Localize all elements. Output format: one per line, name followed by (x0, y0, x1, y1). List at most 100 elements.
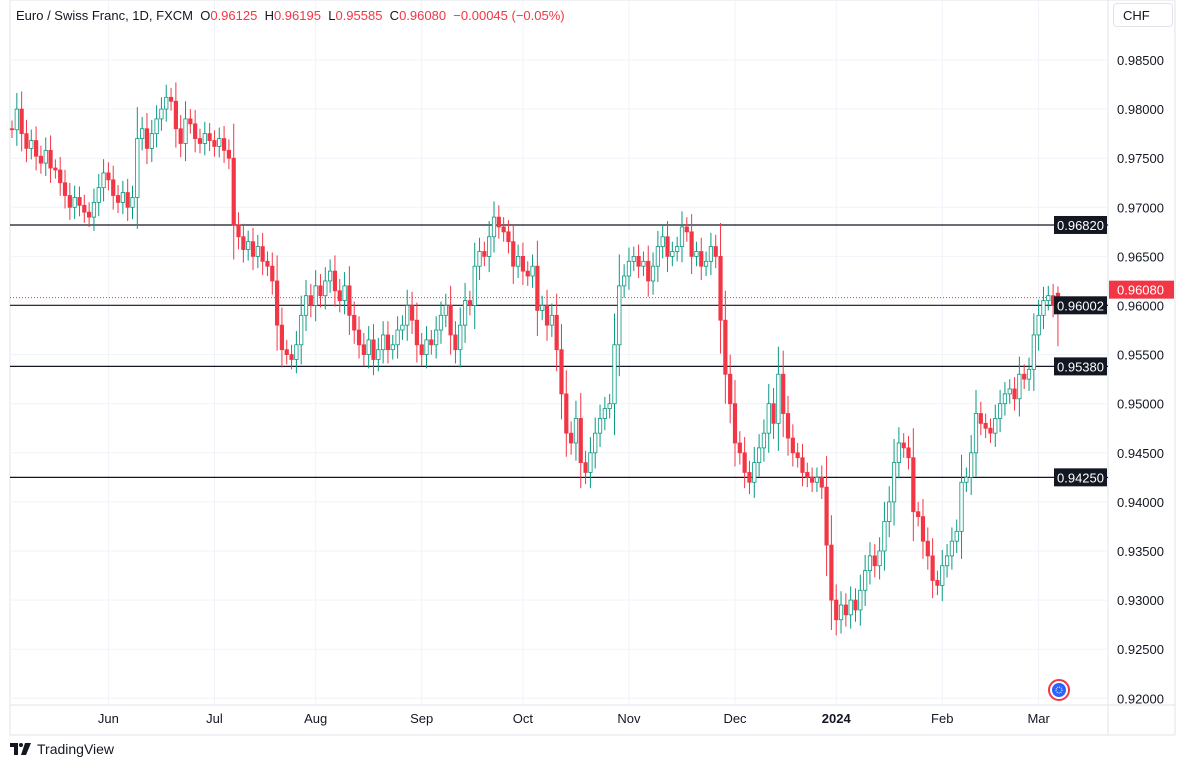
candle-body (111, 179, 116, 196)
candle-body (916, 511, 921, 518)
candle-body (646, 260, 651, 282)
candle-body (882, 521, 887, 552)
candle-body (998, 403, 1003, 419)
y-tick-label: 0.93500 (1117, 544, 1164, 559)
candle-body (843, 604, 848, 616)
candle-body (43, 149, 48, 164)
candle-body (38, 155, 44, 164)
candle-body (1036, 314, 1041, 336)
price-label-bg (1054, 215, 1107, 234)
y-tick-label: 0.97000 (1117, 200, 1164, 215)
candle-body (834, 599, 839, 621)
candle-body (771, 403, 776, 424)
candle-body (742, 452, 747, 473)
y-tick-label: 0.95000 (1117, 397, 1164, 412)
candle-body (448, 305, 453, 336)
x-tick-label: Aug (304, 711, 327, 726)
candle-body (1031, 334, 1036, 370)
candle-body (313, 285, 318, 306)
horizontal-line-label: 0.95380 (1057, 359, 1104, 374)
open-value: 0.96125 (210, 8, 258, 23)
candle-body (212, 140, 217, 147)
time-axis[interactable]: Jun Jul Aug Sep Oct Nov Dec 2024 Feb Mar (98, 711, 1051, 726)
candle-body (424, 339, 429, 355)
candle-body (72, 197, 77, 208)
candle-body (564, 393, 569, 434)
candle-body (622, 275, 627, 287)
x-tick-label: Dec (723, 711, 747, 726)
candle-body (540, 305, 545, 311)
tradingview-logo-icon[interactable] (1048, 679, 1070, 701)
candle-body (617, 285, 622, 346)
candle-body (308, 295, 313, 306)
candle-body (935, 580, 940, 586)
candle-body (901, 442, 906, 449)
candle-body (911, 457, 916, 513)
candle-body (270, 265, 275, 282)
y-tick-label: 0.96500 (1117, 249, 1164, 264)
candle-body (944, 555, 950, 567)
x-tick-label: Mar (1027, 711, 1050, 726)
candle-body (858, 589, 863, 611)
candle-body (641, 260, 646, 267)
candle-body (91, 201, 97, 218)
x-tick-label: Oct (513, 711, 534, 726)
candle-body (226, 149, 231, 159)
candle-body (1022, 373, 1027, 380)
candle-body (819, 476, 824, 488)
candle-body (434, 329, 439, 346)
candle-body (781, 373, 786, 414)
candle-body (554, 314, 559, 351)
candle-body (53, 167, 58, 171)
candle-body (1046, 295, 1051, 301)
candle-body (96, 187, 101, 203)
candle-body (988, 427, 993, 434)
change-value: −0.00045 (−0.05%) (453, 8, 565, 23)
candle-body (496, 216, 501, 228)
candle-body (323, 280, 328, 297)
candle-body (525, 270, 530, 277)
candle-body (135, 138, 140, 198)
candle-body (891, 462, 897, 503)
candle-body (805, 472, 810, 478)
candle-body (549, 314, 554, 326)
high-label: H (264, 8, 274, 23)
candle-body (559, 349, 564, 395)
candle-body (154, 118, 159, 135)
candle-body (925, 540, 930, 557)
candle-body (279, 324, 285, 351)
price-axis[interactable]: 0.92000 0.92500 0.93000 0.93500 0.94000 0.945… (1117, 53, 1164, 706)
open-label: O (200, 8, 211, 23)
y-tick-label: 0.97500 (1117, 151, 1164, 166)
candle-body (602, 408, 607, 419)
candle-body (284, 349, 289, 356)
candle-body (520, 255, 526, 272)
candle-body (713, 246, 718, 257)
candle-body (178, 128, 183, 144)
candle-body (82, 204, 87, 213)
candle-body (877, 550, 882, 567)
candle-body (993, 418, 998, 434)
candle-body (193, 123, 198, 139)
candle-body (814, 476, 820, 483)
candle-body (477, 251, 482, 267)
candle-body (969, 452, 974, 478)
horizontal-line-label: 0.94250 (1057, 470, 1104, 485)
candle-body (650, 265, 656, 282)
candle-body (607, 403, 612, 410)
candle-body (376, 349, 381, 360)
candle-body (332, 270, 338, 292)
candle-body (62, 182, 68, 196)
horizontal-line-label: 0.96002 (1057, 298, 1104, 313)
currency-button[interactable]: CHF (1113, 3, 1173, 27)
candle-body (246, 241, 251, 250)
x-tick-label: Jul (206, 711, 223, 726)
candle-body (255, 246, 260, 257)
candle-body (487, 236, 492, 257)
candle-body (752, 462, 757, 483)
candle-body (761, 432, 767, 449)
candle-body (299, 314, 304, 346)
candle-body (140, 128, 145, 139)
candle-body (800, 457, 805, 473)
